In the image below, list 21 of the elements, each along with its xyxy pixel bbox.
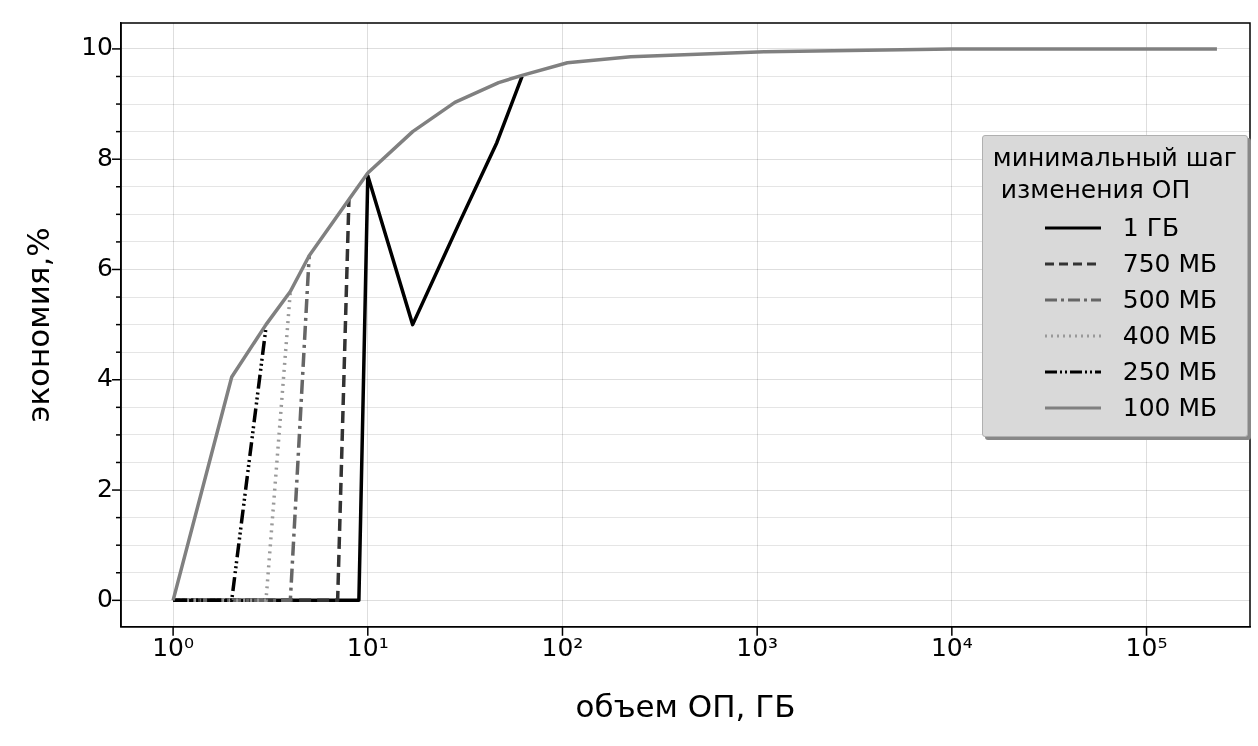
x-tick-label: 10¹ (346, 633, 389, 663)
y-tick-label: 8 (97, 142, 114, 172)
legend-label: 750 МБ (1122, 249, 1218, 279)
legend-label: 250 МБ (1122, 357, 1218, 387)
x-tick-label: 10² (541, 633, 584, 663)
x-axis-title: объем ОП, ГБ (575, 688, 796, 725)
x-tick-label: 10⁰ (152, 633, 195, 663)
y-tick-label: 0 (97, 583, 114, 613)
x-tick-label: 10³ (736, 633, 779, 663)
x-tick-label: 10⁴ (930, 633, 973, 663)
y-tick-label: 10 (81, 32, 114, 62)
y-tick-label: 6 (97, 252, 114, 282)
legend-label: 400 МБ (1122, 321, 1218, 351)
y-tick-label: 4 (97, 363, 114, 393)
legend-label: 100 МБ (1122, 393, 1218, 423)
legend-label: 500 МБ (1122, 285, 1218, 315)
legend-title: минимальный шаг изменения ОП (992, 141, 1237, 206)
legend-label: 1 ГБ (1122, 213, 1180, 243)
y-tick-label: 2 (97, 473, 114, 503)
y-axis-title: экономия,% (19, 227, 56, 423)
x-tick-label: 10⁵ (1125, 633, 1168, 663)
